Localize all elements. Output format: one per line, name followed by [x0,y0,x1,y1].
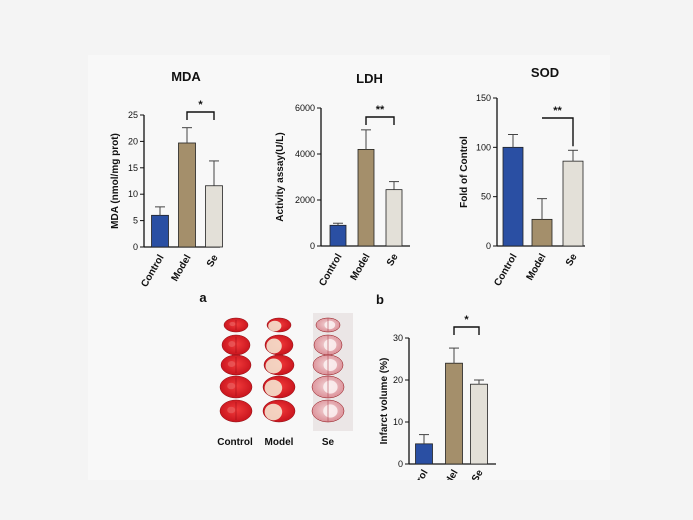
bar-model [178,142,196,248]
y-axis-label: MDA (nmol/mg prot) [110,133,121,229]
y-tick-label: 4000 [295,149,315,159]
category-label: Control [492,252,519,288]
figure-panel: a b Control Model Se MDA 0 5 10 15 20 25 MDA (nmo… [88,55,610,480]
brain-column-label: Model [265,437,294,448]
infarct-area [265,358,282,374]
y-tick-label: 6000 [295,103,315,113]
chart-title: MDA [171,69,201,84]
y-tick-label: 20 [128,136,138,146]
bar-control [329,224,347,247]
category-label: Se [470,468,486,480]
category-label: Control [403,468,430,480]
significance-label: ** [553,105,562,117]
bar-control [415,443,433,465]
infarct-area [323,339,337,351]
chart-mda: MDA 0 5 10 15 20 25 MDA (nmol/mg prot) Control Mo… [110,69,223,289]
y-tick-label: 100 [476,142,491,152]
infarct-area [266,338,282,354]
chart-title: SOD [531,65,559,80]
tissue-detail [229,321,236,327]
significance-label: * [464,314,469,326]
y-axis-label: Activity assay(U/L) [275,132,286,221]
y-tick-label: 25 [128,110,138,120]
category-label: Model [349,252,373,283]
infarct-area [324,320,336,330]
chart-title: LDH [356,71,383,86]
infarct-area [264,403,283,421]
y-tick-label: 0 [310,241,315,251]
bar-se [205,185,223,248]
infarct-area [323,380,338,394]
y-tick-label: 20 [393,375,403,385]
y-tick-label: 10 [393,417,403,427]
category-label: Model [170,253,194,284]
category-label: Se [205,253,221,269]
y-tick-label: 50 [481,192,491,202]
infarct-area [264,379,283,397]
y-tick-label: 0 [133,242,138,252]
category-label: Se [564,252,580,268]
bar-se [562,160,584,247]
chart-sod: SOD 0 50 100 150 Fold of Control Control Model S… [459,65,585,288]
panel-label-b: b [376,292,384,307]
tissue-detail [227,406,236,414]
panel-label-a: a [199,290,207,305]
significance-bracket [542,117,574,147]
y-tick-label: 0 [486,241,491,251]
y-tick-label: 150 [476,93,491,103]
brain-section-grid: Control Model Se [217,313,353,448]
y-tick-label: 2000 [295,195,315,205]
significance-bracket [186,111,215,120]
tissue-detail [227,382,236,390]
significance-label: ** [376,104,385,116]
category-label: Control [317,252,344,288]
y-tick-label: 5 [133,216,138,226]
chart-infarct: 0 10 20 30 Infarct volume (%) Control Model Se * [379,314,496,480]
infarct-area [323,404,338,418]
y-tick-label: 10 [128,189,138,199]
significance-bracket [365,116,395,125]
bar-se [470,383,488,465]
y-axis-label: Fold of Control [459,136,470,208]
y-tick-label: 30 [393,333,403,343]
tissue-detail [228,341,236,347]
chart-ldh: LDH 0 2000 4000 6000 Activity assay(U/L) Contr… [275,71,410,288]
category-label: Model [525,252,549,283]
brain-column-label: Se [322,437,335,448]
bar-model [531,218,553,247]
bar-se [385,189,403,247]
y-axis-label: Infarct volume (%) [379,358,390,445]
bar-control [502,146,524,247]
y-tick-label: 0 [398,459,403,469]
significance-bracket [453,326,480,335]
infarct-area [268,320,282,332]
bar-control [151,214,169,248]
category-label: Model [437,468,461,480]
category-label: Control [139,253,166,289]
infarct-area [323,359,337,371]
bar-model [445,362,463,465]
category-label: Se [385,252,401,268]
bar-model [357,149,375,247]
brain-column-label: Control [217,437,253,448]
y-tick-label: 15 [128,163,138,173]
significance-label: * [198,99,203,111]
tissue-detail [227,361,236,367]
